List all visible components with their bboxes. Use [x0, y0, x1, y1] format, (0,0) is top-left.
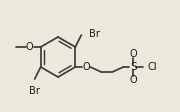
Text: Br: Br	[89, 29, 100, 39]
Text: O: O	[26, 42, 33, 52]
Text: O: O	[82, 62, 90, 72]
Text: S: S	[130, 62, 137, 72]
Text: Br: Br	[29, 86, 40, 96]
Text: O: O	[129, 75, 137, 85]
Text: O: O	[129, 49, 137, 59]
Text: Cl: Cl	[147, 62, 157, 72]
